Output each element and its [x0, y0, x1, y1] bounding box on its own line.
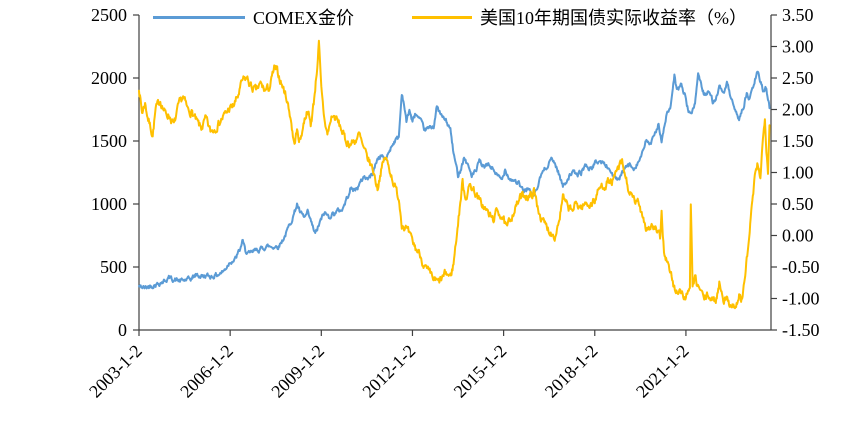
legend-label-gold: COMEX金价	[252, 8, 354, 28]
x-axis-tick-label: 2018-1-2	[541, 341, 602, 402]
y-axis-right-tick-label: 2.00	[782, 100, 814, 120]
series-comex-gold-line	[138, 70, 771, 290]
y-axis-right-tick-label: 3.00	[782, 37, 814, 57]
y-axis-left-tick-label: 1500	[91, 131, 127, 151]
y-axis-left-tick-label: 1000	[91, 194, 127, 214]
legend: COMEX金价 美国10年期国债实际收益率（%）	[100, 4, 800, 30]
y-axis-right-tick-label: -1.00	[782, 289, 820, 309]
x-axis-tick-label: 2021-1-2	[632, 341, 693, 402]
y-axis-right-tick-label: -0.50	[782, 257, 820, 277]
legend-line-gold-icon	[152, 15, 245, 19]
x-axis-tick-label: 2015-1-2	[450, 341, 511, 402]
x-axis-tick-label: 2009-1-2	[267, 341, 328, 402]
legend-item-real-yield: 美国10年期国债实际收益率（%）	[412, 4, 747, 30]
x-axis-tick-label: 2003-1-2	[85, 341, 146, 402]
x-axis-tick-label: 2012-1-2	[358, 341, 419, 402]
legend-item-comex-gold: COMEX金价	[152, 4, 354, 30]
y-axis-right-tick-label: 1.50	[782, 131, 814, 151]
y-axis-right-tick-label: 0.00	[782, 226, 814, 246]
y-axis-right-tick-label: 3.50	[782, 5, 814, 25]
legend-line-yield-icon	[412, 15, 472, 19]
legend-label-yield: 美国10年期国债实际收益率（%）	[480, 8, 747, 28]
y-axis-left-tick-label: 2500	[91, 5, 127, 25]
y-axis-right-tick-label: -1.50	[782, 320, 820, 340]
series-real-yield-line	[138, 39, 771, 310]
y-axis-left-tick-label: 2000	[91, 68, 127, 88]
y-axis-left-tick-label: 500	[100, 257, 127, 277]
y-axis-left-tick-label: 0	[118, 320, 127, 340]
y-axis-right-tick-label: 1.00	[782, 163, 814, 183]
y-axis-right-tick-label: 2.50	[782, 68, 814, 88]
x-axis-tick-label: 2006-1-2	[176, 341, 237, 402]
y-axis-right-tick-label: 0.50	[782, 194, 814, 214]
